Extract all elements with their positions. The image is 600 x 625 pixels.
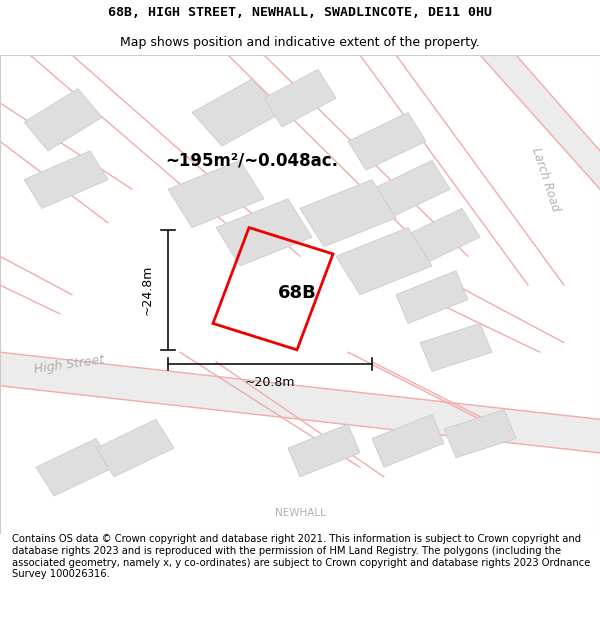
Text: ~24.8m: ~24.8m	[140, 265, 154, 315]
Polygon shape	[24, 151, 108, 208]
Polygon shape	[402, 208, 480, 266]
Text: NEWHALL: NEWHALL	[275, 508, 325, 518]
Text: Contains OS data © Crown copyright and database right 2021. This information is : Contains OS data © Crown copyright and d…	[12, 534, 590, 579]
Polygon shape	[348, 112, 426, 170]
Polygon shape	[372, 161, 450, 218]
Polygon shape	[36, 439, 114, 496]
Text: Map shows position and indicative extent of the property.: Map shows position and indicative extent…	[120, 36, 480, 49]
Polygon shape	[192, 79, 282, 146]
Polygon shape	[96, 419, 174, 477]
Polygon shape	[264, 69, 336, 127]
Polygon shape	[300, 179, 396, 247]
Polygon shape	[420, 324, 492, 371]
Polygon shape	[444, 410, 516, 458]
Polygon shape	[216, 199, 312, 266]
Text: ~195m²/~0.048ac.: ~195m²/~0.048ac.	[166, 151, 338, 169]
Polygon shape	[372, 414, 444, 468]
Polygon shape	[480, 55, 600, 189]
Polygon shape	[168, 161, 264, 228]
Text: Larch Road: Larch Road	[530, 146, 562, 213]
Polygon shape	[288, 424, 360, 477]
Text: 68B: 68B	[278, 284, 316, 302]
Polygon shape	[24, 89, 102, 151]
Text: 68B, HIGH STREET, NEWHALL, SWADLINCOTE, DE11 0HU: 68B, HIGH STREET, NEWHALL, SWADLINCOTE, …	[108, 6, 492, 19]
Text: High Street: High Street	[33, 353, 105, 376]
Polygon shape	[0, 352, 600, 453]
Text: ~20.8m: ~20.8m	[245, 376, 295, 389]
Polygon shape	[336, 228, 432, 294]
Polygon shape	[396, 271, 468, 324]
